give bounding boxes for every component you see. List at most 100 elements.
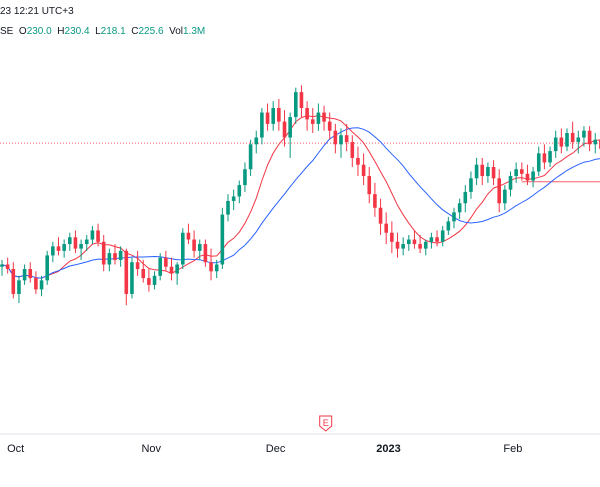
candle-body[interactable] [265, 112, 270, 124]
candle-body[interactable] [480, 164, 485, 177]
candle-body[interactable] [237, 185, 242, 197]
candle-body[interactable] [73, 237, 78, 249]
candle-body[interactable] [446, 221, 451, 231]
candle-body[interactable] [84, 239, 89, 245]
candle-body[interactable] [520, 169, 524, 174]
candle-body[interactable] [322, 112, 326, 122]
candle-body[interactable] [147, 278, 151, 285]
candle-body[interactable] [39, 280, 44, 290]
candle-body[interactable] [124, 250, 129, 294]
candle-body[interactable] [56, 246, 61, 251]
candle-body[interactable] [17, 280, 21, 294]
candle-body[interactable] [130, 262, 134, 294]
candle-body[interactable] [395, 241, 400, 249]
candle-body[interactable] [418, 244, 422, 249]
candle-body[interactable] [152, 275, 157, 285]
candle-body[interactable] [497, 178, 501, 204]
candle-body[interactable] [339, 135, 343, 145]
candle-body[interactable] [101, 241, 106, 265]
candle-body[interactable] [474, 164, 479, 179]
candle-body[interactable] [79, 244, 83, 249]
candle-body[interactable] [299, 92, 304, 109]
candle-body[interactable] [181, 232, 185, 265]
candle-body[interactable] [214, 264, 219, 272]
candle-body[interactable] [305, 108, 309, 120]
candle-body[interactable] [248, 144, 253, 170]
candle-body[interactable] [486, 166, 490, 177]
candle-body[interactable] [570, 132, 575, 143]
candle-body[interactable] [254, 137, 259, 145]
candle-body[interactable] [118, 250, 123, 260]
candle-body[interactable] [113, 253, 117, 260]
candle-body[interactable] [356, 157, 360, 165]
candle-body[interactable] [361, 164, 366, 177]
candle-body[interactable] [440, 230, 445, 242]
candle-body[interactable] [169, 266, 174, 274]
candle-body[interactable] [271, 108, 275, 124]
candle-body[interactable] [316, 112, 321, 124]
candle-body[interactable] [192, 239, 196, 251]
candle-body[interactable] [158, 257, 162, 276]
candle-body[interactable] [559, 137, 564, 147]
candle-body[interactable] [226, 200, 230, 215]
candle-body[interactable] [463, 191, 468, 204]
candle-body[interactable] [282, 121, 287, 138]
candle-body[interactable] [11, 269, 16, 294]
candle-body[interactable] [22, 269, 27, 281]
candle-body[interactable] [514, 169, 518, 177]
candle-body[interactable] [401, 244, 405, 249]
candle-body[interactable] [68, 237, 72, 245]
candle-body[interactable] [536, 153, 541, 172]
candle-body[interactable] [390, 232, 394, 242]
candle-body[interactable] [333, 130, 338, 145]
candle-body[interactable] [412, 239, 417, 245]
candle-body[interactable] [107, 253, 112, 265]
candle-body[interactable] [548, 151, 552, 163]
candle-body[interactable] [28, 269, 33, 279]
candle-body[interactable] [384, 223, 388, 233]
candle-body[interactable] [277, 108, 281, 122]
candle-body[interactable] [531, 171, 535, 181]
candle-body[interactable] [310, 119, 315, 124]
candle-body[interactable] [34, 278, 38, 290]
candle-body[interactable] [407, 239, 411, 245]
candle-body[interactable] [0, 264, 4, 267]
candle-body[interactable] [350, 142, 355, 158]
candle-body[interactable] [525, 173, 530, 181]
candle-body[interactable] [593, 139, 598, 145]
candle-body[interactable] [5, 264, 10, 270]
candle-body[interactable] [175, 264, 179, 274]
candle-body[interactable] [435, 237, 439, 242]
candle-body[interactable] [288, 117, 292, 138]
candle-body[interactable] [469, 178, 473, 192]
candle-body[interactable] [327, 121, 332, 131]
candle-body[interactable] [96, 230, 100, 242]
candle-body[interactable] [423, 241, 428, 249]
candle-body[interactable] [491, 166, 496, 179]
candle-body[interactable] [378, 207, 383, 224]
candle-body[interactable] [243, 169, 247, 186]
candle-body[interactable] [344, 135, 349, 143]
earnings-event-icon[interactable]: E [319, 415, 333, 432]
candle-body[interactable] [135, 262, 140, 270]
candle-body[interactable] [367, 176, 372, 195]
candle-body[interactable] [62, 244, 66, 251]
candle-body[interactable] [164, 257, 168, 267]
candle-body[interactable] [186, 232, 191, 240]
candle-body[interactable] [231, 196, 236, 201]
candle-body[interactable] [203, 244, 208, 263]
candle-body[interactable] [565, 132, 569, 147]
candle-body[interactable] [197, 244, 202, 251]
candle-body[interactable] [90, 230, 95, 240]
candle-body[interactable] [260, 112, 264, 138]
candle-body[interactable] [587, 130, 592, 145]
candle-body[interactable] [220, 214, 225, 265]
candle-body[interactable] [452, 212, 456, 222]
candle-body[interactable] [508, 176, 513, 190]
candle-body[interactable] [141, 269, 146, 279]
candle-body[interactable] [45, 255, 49, 281]
candle-body[interactable] [503, 189, 507, 204]
candle-body[interactable] [294, 92, 298, 118]
